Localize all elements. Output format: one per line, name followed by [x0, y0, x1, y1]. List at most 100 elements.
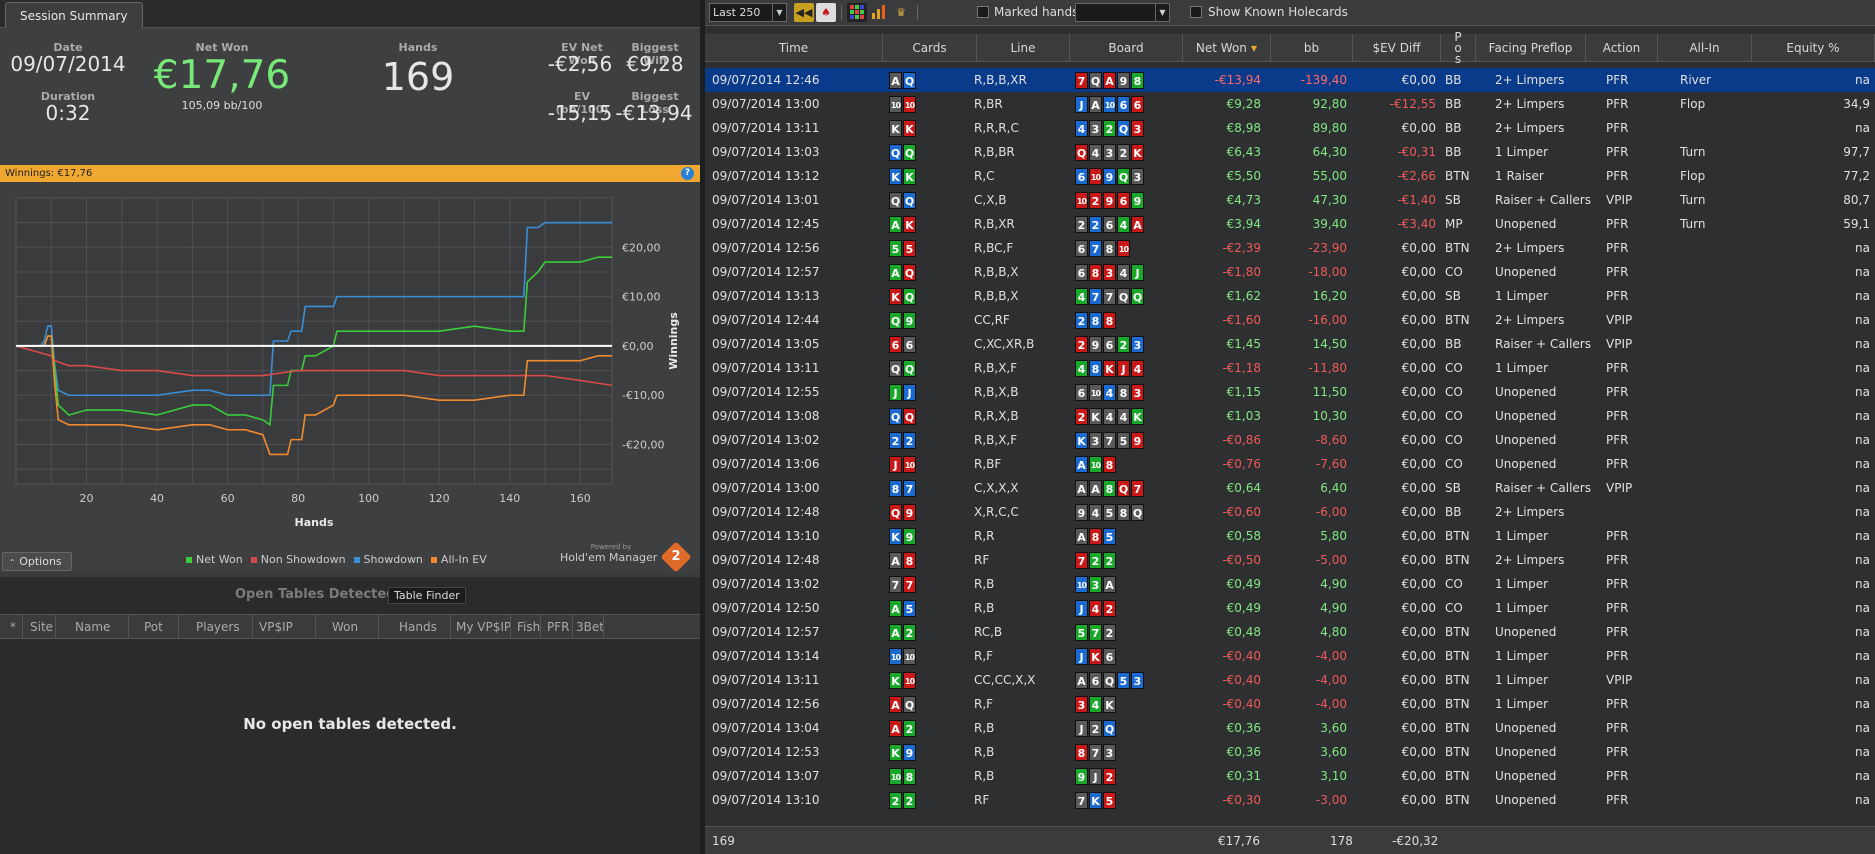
column-header[interactable]: Fish	[517, 620, 541, 634]
table-row[interactable]: 09/07/2014 13:00 10 10 R,BR J A 10 6 6 €9,28 92,80…	[705, 92, 1875, 116]
ev-net-won-value: -€2,56	[547, 52, 613, 76]
column-header-facing-preflop[interactable]: Facing Preflop	[1476, 34, 1586, 62]
column-divider	[378, 615, 379, 638]
column-header[interactable]: My VP$IP	[456, 620, 512, 634]
help-icon[interactable]: ?	[681, 167, 694, 180]
table-row[interactable]: 09/07/2014 13:13 K Q R,B,B,X 4 7 7 Q Q €1,62 16,20…	[705, 284, 1875, 308]
hands-filter-select[interactable]: Last 250 ▼	[709, 3, 787, 22]
cell-all-in	[1680, 332, 1750, 356]
column-header-line[interactable]: Line	[977, 34, 1070, 62]
table-row[interactable]: 09/07/2014 13:06 J 10 R,BF A 10 8 -€0,76 -7,60 €0…	[705, 452, 1875, 476]
cell-equity: na	[1855, 241, 1870, 255]
column-header[interactable]: *	[10, 620, 16, 634]
legend-item[interactable]: Non Showdown	[260, 553, 346, 566]
table-row[interactable]: 09/07/2014 12:57 A Q R,B,B,X 6 8 3 4 J -€1,80 -18,…	[705, 260, 1875, 284]
table-row[interactable]: 09/07/2014 13:12 K K R,C 6 10 9 Q 3 €5,50 55,00 -€2…	[705, 164, 1875, 188]
column-header-equity-[interactable]: Equity %	[1752, 34, 1875, 62]
table-row[interactable]: 09/07/2014 13:02 2 2 R,B,X,F K 3 7 5 9 -€0,86 -8,6…	[705, 428, 1875, 452]
column-header-bb[interactable]: bb	[1271, 34, 1353, 62]
column-header-net-won[interactable]: Net Won ▼	[1183, 34, 1271, 62]
table-row[interactable]: 09/07/2014 13:11 Q Q R,B,X,F 4 8 K J 4 -€1,18 -11,…	[705, 356, 1875, 380]
pane-splitter[interactable]	[700, 0, 705, 854]
column-header[interactable]: Players	[196, 620, 240, 634]
trophy-icon[interactable]: ♛	[891, 3, 911, 22]
cell-bb: 14,50	[1312, 337, 1347, 351]
legend-item[interactable]: All-In EV	[440, 553, 487, 566]
column-header-board[interactable]: Board	[1070, 34, 1183, 62]
table-row[interactable]: 09/07/2014 12:48 Q 9 X,R,C,C 9 4 5 8 Q -€0,60 -6,0…	[705, 500, 1875, 524]
table-row[interactable]: 09/07/2014 13:07 10 8 R,B 9 J 2 €0,31 3,10 €0,00 B…	[705, 764, 1875, 788]
table-row[interactable]: 09/07/2014 12:45 A K R,B,XR 2 2 6 4 A €3,94 39,40-…	[705, 212, 1875, 236]
bar-chart-icon[interactable]	[869, 3, 889, 22]
playing-card: 5	[1117, 432, 1130, 449]
table-row[interactable]: 09/07/2014 13:00 8 7 C,X,X,X A A 8 Q 7 €0,64 6,40 €…	[705, 476, 1875, 500]
y-axis-label: Winnings	[667, 312, 680, 370]
column-header[interactable]: Pot	[144, 620, 163, 634]
table-row[interactable]: 09/07/2014 13:02 7 7 R,B 10 3 A €0,49 4,90 €0,00 C…	[705, 572, 1875, 596]
table-row[interactable]: 09/07/2014 12:55 J J R,B,X,B 6 10 4 8 3 €1,15 11,5…	[705, 380, 1875, 404]
table-row[interactable]: 09/07/2014 12:44 Q 9 CC,RF 2 8 8 -€1,60 -16,00 €0…	[705, 308, 1875, 332]
show-holecards-checkbox[interactable]	[1190, 6, 1202, 18]
column-header[interactable]: PFR	[547, 620, 570, 634]
rewind-icon[interactable]: ◀◀	[794, 3, 814, 22]
column-header[interactable]: Name	[75, 620, 111, 634]
table-row[interactable]: 09/07/2014 12:53 K 9 R,B 8 7 3 €0,36 3,60 €0,00 BT…	[705, 740, 1875, 764]
table-row[interactable]: 09/07/2014 13:04 A 2 R,B J 2 Q €0,36 3,60 €0,00 BT…	[705, 716, 1875, 740]
playing-card: Q	[889, 408, 902, 425]
table-row[interactable]: 09/07/2014 12:56 A Q R,F 3 4 K -€0,40 -4,00 €0,00…	[705, 692, 1875, 716]
options-button[interactable]: ⌃ Options	[2, 552, 72, 571]
table-finder-button[interactable]: Table Finder	[388, 587, 466, 604]
column-header-cards[interactable]: Cards	[883, 34, 977, 62]
table-row[interactable]: 09/07/2014 13:10 K 9 R,R A 8 5 €0,58 5,80 €0,00 BT…	[705, 524, 1875, 548]
table-row[interactable]: 09/07/2014 13:03 Q Q R,B,BR Q 4 3 2 K €6,43 64,30-…	[705, 140, 1875, 164]
cell-position: CO	[1445, 457, 1463, 471]
cell-net-won: €1,62	[1226, 289, 1261, 303]
cell-equity: na	[1855, 577, 1870, 591]
playing-card: 10	[1117, 240, 1130, 257]
table-row[interactable]: 09/07/2014 12:57 A 2 RC,B 5 7 2 €0,48 4,80 €0,00 B…	[705, 620, 1875, 644]
cell-net-won: -€0,86	[1222, 433, 1261, 447]
table-row[interactable]: 09/07/2014 13:05 6 6 C,XC,XR,B 2 9 6 2 3 €1,45 14,…	[705, 332, 1875, 356]
cards-group: J 10	[889, 456, 916, 473]
column-header[interactable]: Hands	[399, 620, 437, 634]
column-header[interactable]: Site	[30, 620, 54, 634]
marked-hands-checkbox[interactable]	[977, 6, 989, 18]
y-tick-label: -€10,00	[622, 389, 664, 402]
table-row[interactable]: 09/07/2014 13:11 K K R,R,R,C 4 3 2 Q 3 €8,98 89,80…	[705, 116, 1875, 140]
table-row[interactable]: 09/07/2014 13:01 Q Q C,X,B 10 2 9 6 9 €4,73 47,30-…	[705, 188, 1875, 212]
table-row[interactable]: 09/07/2014 12:48 A 8 RF 7 2 2 -€0,50 -5,00 €0,00 B…	[705, 548, 1875, 572]
table-row[interactable]: 09/07/2014 12:46 A Q R,B,B,XR 7 Q A 9 8 -€13,94 -1…	[705, 68, 1875, 92]
column-header-all-in[interactable]: All-In	[1658, 34, 1752, 62]
footer-net-won: €17,76	[1218, 834, 1260, 848]
cell-net-won: €9,28	[1226, 97, 1261, 111]
table-row[interactable]: 09/07/2014 12:56 5 5 R,BC,F 6 7 8 10 -€2,39 -23,9…	[705, 236, 1875, 260]
winnings-label: Winnings:	[5, 168, 55, 179]
cell-equity: na	[1855, 385, 1870, 399]
marked-hands-select[interactable]: ▼	[1075, 3, 1170, 22]
column-header-time[interactable]: Time	[705, 34, 883, 62]
playing-card: 9	[1131, 192, 1144, 209]
legend-item[interactable]: Showdown	[363, 553, 423, 566]
column-header[interactable]: 3Bet	[576, 620, 604, 634]
table-row[interactable]: 09/07/2014 13:11 K 10 CC,CC,X,X A 6 Q 5 3 -€0,40 -…	[705, 668, 1875, 692]
table-row[interactable]: 09/07/2014 13:08 Q Q R,R,X,B 2 K 4 4 K €1,03 10,30…	[705, 404, 1875, 428]
powered-name: Hold'em Manager	[560, 551, 658, 564]
playing-card: A	[889, 264, 902, 281]
tab-session-summary[interactable]: Session Summary	[5, 2, 143, 28]
table-row[interactable]: 09/07/2014 13:10 2 2 RF 7 K 5 -€0,30 -3,00 €0,00 B…	[705, 788, 1875, 812]
column-header[interactable]: VP$IP	[259, 620, 293, 634]
column-header[interactable]: Won	[332, 620, 359, 634]
column-header--ev-diff[interactable]: $EV Diff	[1353, 34, 1441, 62]
column-header-action[interactable]: Action	[1586, 34, 1658, 62]
hand-grid-icon[interactable]	[847, 3, 867, 22]
playing-card: K	[1089, 408, 1102, 425]
playing-card: 3	[1131, 384, 1144, 401]
hands-pane: Last 250 ▼ ◀◀ ♠ ♛ Marked hands ▼ Show Kn…	[705, 0, 1875, 854]
hands-value: 169	[381, 55, 455, 99]
replay-cards-icon[interactable]: ♠	[816, 3, 836, 22]
table-row[interactable]: 09/07/2014 12:50 A 5 R,B J 4 2 €0,49 4,90 €0,00 CO…	[705, 596, 1875, 620]
column-header-po-s[interactable]: Po s	[1441, 31, 1476, 65]
legend-item[interactable]: Net Won	[196, 553, 243, 566]
tab-bar: Session Summary	[0, 0, 700, 28]
table-row[interactable]: 09/07/2014 13:14 10 10 R,F J K 6 -€0,40 -4,00 €0,…	[705, 644, 1875, 668]
